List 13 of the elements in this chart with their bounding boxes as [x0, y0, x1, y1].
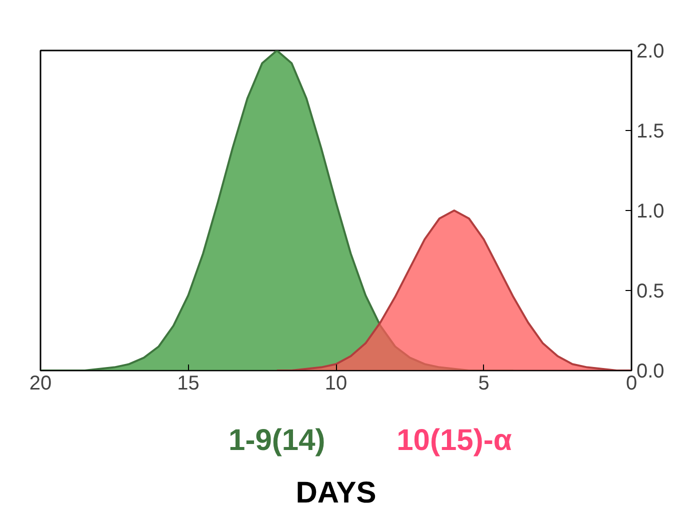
y-tick-label: 1.0	[636, 200, 664, 222]
x-tick-label: 0	[626, 372, 638, 394]
x-tick-label: 20	[29, 372, 52, 394]
x-tick-label: 10	[324, 372, 348, 394]
y-tick-label: 2.0	[636, 40, 664, 62]
x-axis-title: DAYS	[296, 476, 376, 510]
y-tick-label: 1.5	[636, 120, 664, 142]
series-label: 10(15)-α	[396, 424, 512, 457]
series-label: 1-9(14)	[228, 424, 326, 457]
x-tick-label: 5	[478, 372, 490, 394]
y-tick-label: 0.5	[636, 280, 664, 302]
y-tick-label: 0.0	[636, 360, 664, 382]
x-tick-label: 15	[177, 372, 200, 394]
